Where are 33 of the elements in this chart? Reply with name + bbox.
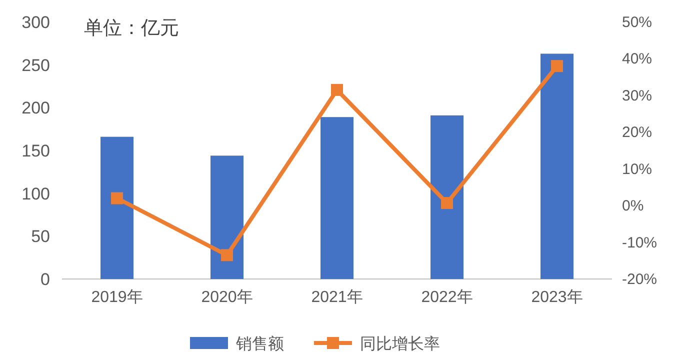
y2-tick-label: -20% (622, 271, 658, 288)
y2-tick-label: 50% (622, 14, 652, 31)
point (331, 84, 343, 96)
legend-label: 同比增长率 (360, 335, 440, 353)
annotation: 单位：亿元 (84, 18, 179, 39)
bar (320, 117, 354, 279)
legend-label: 销售额 (235, 335, 284, 353)
y-tick-label: 100 (22, 184, 50, 204)
x-tick-label: 2019年 (91, 289, 143, 306)
point (441, 197, 453, 209)
x-tick-label: 2020年 (201, 289, 253, 306)
y2-tick-label: 0% (622, 198, 644, 215)
bar (100, 136, 134, 279)
y-tick-label: 0 (40, 270, 50, 289)
y2-tick-label: 20% (622, 124, 652, 142)
bar (210, 156, 244, 279)
y2-tick-label: 10% (622, 160, 652, 178)
y2-tick-label: -10% (622, 234, 658, 252)
point (551, 60, 563, 72)
y-tick-label: 150 (22, 142, 50, 160)
y-tick-label: 200 (22, 98, 50, 118)
bar (540, 54, 574, 279)
x-tick-label: 2023年 (531, 289, 583, 306)
x-tick-label: 2022年 (421, 289, 473, 306)
y2-tick-label: 40% (622, 50, 652, 68)
y-tick-label: 300 (22, 13, 50, 32)
bar (430, 115, 464, 279)
point (221, 249, 233, 262)
y2-tick-label: 30% (622, 87, 652, 104)
y-tick-label: 250 (22, 56, 50, 75)
point (111, 192, 123, 204)
x-tick-label: 2021年 (311, 289, 363, 306)
y-tick-label: 50 (31, 227, 50, 246)
